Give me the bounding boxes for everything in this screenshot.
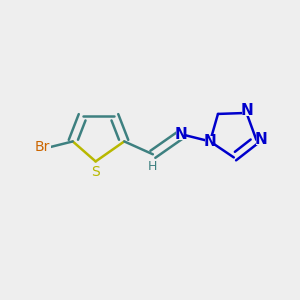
Text: N: N [175, 127, 188, 142]
Text: Br: Br [35, 140, 50, 154]
Text: S: S [91, 165, 100, 179]
Bar [34, 141, 51, 153]
Bar [90, 167, 101, 178]
Bar [256, 134, 266, 145]
Text: N: N [254, 132, 267, 147]
Bar [205, 136, 215, 147]
Text: N: N [240, 103, 253, 118]
Bar [176, 129, 187, 140]
Bar [148, 161, 157, 171]
Text: H: H [148, 160, 158, 173]
Bar [242, 105, 251, 116]
Text: N: N [204, 134, 217, 149]
